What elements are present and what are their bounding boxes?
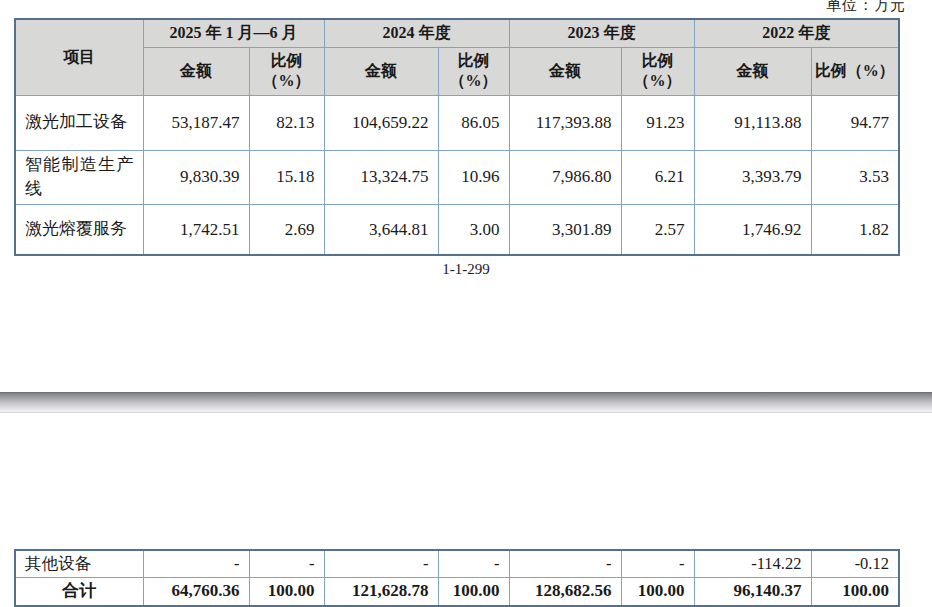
column-header-amount-2022: 金额 xyxy=(694,47,811,95)
unit-label: 单位：万元 xyxy=(826,0,906,15)
ratio-cell: 82.13 xyxy=(249,95,324,150)
ratio-cell: 3.53 xyxy=(811,150,899,204)
page-number: 1-1-299 xyxy=(0,261,932,278)
ratio-cell: - xyxy=(249,550,324,577)
row-label: 其他设备 xyxy=(15,550,143,577)
amount-cell: 91,113.88 xyxy=(694,95,811,150)
ratio-cell: 86.05 xyxy=(438,95,509,150)
column-header-amount-2023: 金额 xyxy=(509,47,621,95)
amount-cell: - xyxy=(509,550,621,577)
amount-cell: - xyxy=(324,550,438,577)
amount-cell: 13,324.75 xyxy=(324,150,438,204)
header-row-periods: 项目 2025 年 1 月—6 月 2024 年度 2023 年度 2022 年… xyxy=(15,19,899,47)
ratio-label-line1: 比例 xyxy=(250,51,324,71)
ratio-cell: -0.12 xyxy=(811,550,899,577)
table-row-total: 合计 64,760.36 100.00 121,628.78 100.00 12… xyxy=(15,577,899,605)
column-header-ratio-2024: 比例 （%） xyxy=(438,47,509,95)
amount-cell: 3,301.89 xyxy=(509,204,621,255)
amount-cell: 117,393.88 xyxy=(509,95,621,150)
amount-cell: 9,830.39 xyxy=(143,150,249,204)
revenue-breakdown-table-continuation: 其他设备 - - - - - - -114.22 -0.12 合计 64,760… xyxy=(14,549,900,607)
ratio-cell: 3.00 xyxy=(438,204,509,255)
amount-cell: 1,742.51 xyxy=(143,204,249,255)
column-header-item: 项目 xyxy=(15,19,143,95)
ratio-cell: - xyxy=(438,550,509,577)
column-header-amount-2025: 金额 xyxy=(143,47,249,95)
amount-cell: 128,682.56 xyxy=(509,577,621,605)
column-header-period-2024: 2024 年度 xyxy=(324,19,509,47)
document-page: 单位：万元 项目 2025 年 1 月—6 月 2024 年度 2023 年度 … xyxy=(0,0,932,607)
amount-cell: 7,986.80 xyxy=(509,150,621,204)
ratio-label-line1: 比例 xyxy=(439,51,509,71)
header-row-metrics: 金额 比例 （%） 金额 比例 （%） 金额 比例 （%） 金额 比例（%） xyxy=(15,47,899,95)
table-row-other-equipment: 其他设备 - - - - - - -114.22 -0.12 xyxy=(15,550,899,577)
revenue-breakdown-table: 项目 2025 年 1 月—6 月 2024 年度 2023 年度 2022 年… xyxy=(14,18,900,256)
ratio-cell: 15.18 xyxy=(249,150,324,204)
ratio-cell: 10.96 xyxy=(438,150,509,204)
amount-cell: 3,644.81 xyxy=(324,204,438,255)
table-row-laser-processing-equipment: 激光加工设备 53,187.47 82.13 104,659.22 86.05 … xyxy=(15,95,899,150)
column-header-period-2022: 2022 年度 xyxy=(694,19,899,47)
amount-cell: 64,760.36 xyxy=(143,577,249,605)
ratio-cell: 100.00 xyxy=(438,577,509,605)
amount-cell: -114.22 xyxy=(694,550,811,577)
ratio-cell: 2.57 xyxy=(621,204,694,255)
column-header-period-2023: 2023 年度 xyxy=(509,19,694,47)
amount-cell: 104,659.22 xyxy=(324,95,438,150)
ratio-cell: 6.21 xyxy=(621,150,694,204)
page-break-divider xyxy=(0,392,932,413)
ratio-cell: 94.77 xyxy=(811,95,899,150)
ratio-cell: 100.00 xyxy=(811,577,899,605)
ratio-label-line2: （%） xyxy=(439,71,509,91)
table-row-smart-manufacturing-line: 智能制造生产线 9,830.39 15.18 13,324.75 10.96 7… xyxy=(15,150,899,204)
amount-cell: 53,187.47 xyxy=(143,95,249,150)
ratio-label-line1: 比例 xyxy=(622,51,694,71)
row-label: 智能制造生产线 xyxy=(15,150,143,204)
ratio-cell: 2.69 xyxy=(249,204,324,255)
column-header-ratio-2025: 比例 （%） xyxy=(249,47,324,95)
ratio-cell: - xyxy=(621,550,694,577)
row-label: 激光熔覆服务 xyxy=(15,204,143,255)
amount-cell: - xyxy=(143,550,249,577)
ratio-cell: 1.82 xyxy=(811,204,899,255)
amount-cell: 121,628.78 xyxy=(324,577,438,605)
ratio-label-line2: （%） xyxy=(250,71,324,91)
table-row-laser-cladding-service: 激光熔覆服务 1,742.51 2.69 3,644.81 3.00 3,301… xyxy=(15,204,899,255)
ratio-cell: 100.00 xyxy=(621,577,694,605)
amount-cell: 1,746.92 xyxy=(694,204,811,255)
amount-cell: 3,393.79 xyxy=(694,150,811,204)
column-header-amount-2024: 金额 xyxy=(324,47,438,95)
column-header-ratio-2022: 比例（%） xyxy=(811,47,899,95)
column-header-period-2025: 2025 年 1 月—6 月 xyxy=(143,19,324,47)
ratio-cell: 100.00 xyxy=(249,577,324,605)
amount-cell: 96,140.37 xyxy=(694,577,811,605)
column-header-ratio-2023: 比例 （%） xyxy=(621,47,694,95)
ratio-cell: 91.23 xyxy=(621,95,694,150)
row-label: 激光加工设备 xyxy=(15,95,143,150)
row-label: 合计 xyxy=(15,577,143,605)
ratio-label-line2: （%） xyxy=(622,71,694,91)
